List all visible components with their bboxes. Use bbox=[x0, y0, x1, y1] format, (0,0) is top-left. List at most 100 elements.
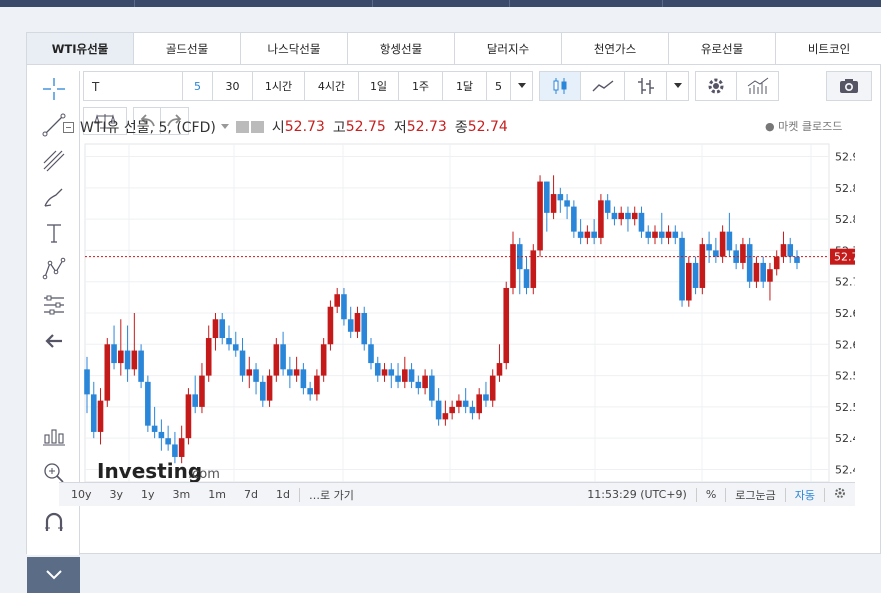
prediction-icon[interactable] bbox=[27, 287, 80, 323]
open-value: 52.73 bbox=[284, 119, 325, 135]
interval-1w-button[interactable]: 1주 bbox=[399, 71, 443, 101]
candle-up bbox=[496, 363, 503, 376]
range-3y[interactable]: 3y bbox=[109, 488, 124, 501]
divider bbox=[784, 487, 786, 502]
fibonacci-icon[interactable] bbox=[27, 143, 80, 179]
eye-icon[interactable] bbox=[235, 121, 249, 133]
tab-dollar-index[interactable]: 달러지수 bbox=[455, 33, 562, 64]
line-style-button[interactable] bbox=[581, 71, 625, 101]
candle-down bbox=[577, 231, 584, 238]
interval-dropdown-button[interactable] bbox=[511, 71, 533, 101]
candle-down bbox=[151, 425, 158, 432]
range-1m[interactable]: 1m bbox=[208, 488, 226, 501]
measure-icon[interactable] bbox=[27, 419, 80, 455]
candle-down bbox=[219, 319, 226, 339]
range-1d[interactable]: 1d bbox=[275, 488, 290, 501]
candle-up bbox=[598, 200, 604, 238]
percent-toggle[interactable]: % bbox=[705, 488, 717, 501]
candle-down bbox=[591, 231, 597, 238]
range-3m[interactable]: 3m bbox=[172, 488, 191, 501]
gear-small-icon[interactable] bbox=[250, 121, 264, 133]
interval-select[interactable]: 5 bbox=[487, 71, 511, 101]
range-1y[interactable]: 1y bbox=[141, 488, 155, 501]
toolbar-expand-button[interactable] bbox=[27, 557, 80, 593]
interval-4h-button[interactable]: 4시간 bbox=[305, 71, 359, 101]
divider bbox=[824, 487, 825, 502]
y-tick-label: 52.70 bbox=[835, 276, 855, 289]
interval-1mo-button[interactable]: 1달 bbox=[443, 71, 487, 101]
bars-style-button[interactable] bbox=[625, 71, 667, 101]
tab-euro[interactable]: 유로선물 bbox=[669, 33, 776, 64]
candle-up bbox=[205, 338, 212, 376]
gear-icon bbox=[708, 78, 724, 94]
clock-time: 11:53:29 (UTC+9) bbox=[587, 488, 687, 501]
chart-settings-button[interactable] bbox=[825, 487, 855, 502]
high-label: 고 bbox=[332, 120, 346, 136]
log-scale-toggle[interactable]: 로그눈금 bbox=[735, 488, 776, 502]
text-tool-icon[interactable] bbox=[27, 215, 80, 251]
symbol-input[interactable]: T bbox=[83, 71, 183, 101]
compare-button[interactable] bbox=[83, 107, 127, 135]
indicators-button[interactable] bbox=[737, 71, 779, 101]
chart-toolbar: T 5 30 1시간 4시간 1일 1주 1달 5 bbox=[83, 71, 779, 101]
candle-down bbox=[232, 344, 239, 351]
candle-down bbox=[658, 231, 665, 238]
candle-down bbox=[611, 212, 618, 220]
range-7d[interactable]: 7d bbox=[243, 488, 258, 501]
auto-scale-toggle[interactable]: 자동 bbox=[794, 488, 815, 502]
interval-1d-button[interactable]: 1일 bbox=[359, 71, 399, 101]
tab-gold[interactable]: 골드선물 bbox=[134, 33, 241, 64]
candle-up bbox=[503, 287, 510, 364]
candle-down bbox=[787, 244, 794, 257]
pattern-icon[interactable] bbox=[27, 251, 80, 287]
redo-button[interactable] bbox=[161, 107, 189, 135]
range-10y[interactable]: 10y bbox=[71, 488, 92, 501]
y-tick-label: 52.80 bbox=[835, 213, 855, 226]
crosshair-icon[interactable] bbox=[27, 71, 80, 107]
candle-up bbox=[780, 244, 787, 257]
tab-nasdaq[interactable]: 나스닥선물 bbox=[241, 33, 348, 64]
tab-bitcoin[interactable]: 비트코인 bbox=[776, 33, 881, 64]
zoom-in-icon[interactable] bbox=[27, 455, 80, 491]
candle-up bbox=[334, 294, 340, 307]
line-chart-icon bbox=[592, 80, 613, 92]
undo-button[interactable] bbox=[133, 107, 161, 135]
candle-up bbox=[449, 406, 455, 414]
candle-up bbox=[686, 262, 692, 301]
candle-up bbox=[584, 231, 591, 238]
chart-style-dropdown[interactable] bbox=[667, 71, 689, 101]
collapse-legend-icon[interactable] bbox=[63, 121, 74, 133]
candle-up bbox=[510, 244, 516, 288]
back-arrow-icon[interactable] bbox=[27, 323, 80, 359]
magnet-icon[interactable] bbox=[27, 505, 80, 541]
trendline-icon[interactable] bbox=[27, 107, 80, 143]
candle-up bbox=[631, 212, 638, 220]
snapshot-button[interactable] bbox=[826, 71, 872, 101]
interval-30m-button[interactable]: 30 bbox=[213, 71, 253, 101]
camera-icon bbox=[840, 79, 858, 93]
candle-down bbox=[733, 250, 739, 263]
candle-down bbox=[692, 262, 699, 288]
candle-down bbox=[706, 244, 712, 251]
price-chart[interactable]: 52.40 52.45 52.50 52.55 52.60 52.65 52.70 52.75… bbox=[59, 108, 867, 499]
ohlc-icon bbox=[637, 78, 654, 94]
last-price-label: 52.74 bbox=[834, 251, 855, 264]
candle-down bbox=[564, 200, 570, 207]
candle-down bbox=[645, 231, 652, 238]
tab-wti[interactable]: WTI유선물 bbox=[27, 33, 134, 64]
redo-icon bbox=[166, 114, 181, 127]
interval-1h-button[interactable]: 1시간 bbox=[253, 71, 305, 101]
settings-button[interactable] bbox=[695, 71, 737, 101]
indicators-icon bbox=[747, 77, 768, 94]
goto-date-button[interactable]: …로 가기 bbox=[308, 488, 354, 502]
candles-style-button[interactable] bbox=[539, 71, 581, 101]
tab-natural-gas[interactable]: 천연가스 bbox=[562, 33, 669, 64]
brush-icon[interactable] bbox=[27, 179, 80, 215]
candle-up bbox=[354, 313, 361, 332]
candle-down bbox=[726, 231, 733, 251]
caret-down-icon[interactable] bbox=[220, 123, 230, 131]
candle-up bbox=[719, 231, 726, 257]
interval-5m-button[interactable]: 5 bbox=[183, 71, 213, 101]
tab-hangseng[interactable]: 항셍선물 bbox=[348, 33, 455, 64]
candle-down bbox=[523, 269, 530, 288]
